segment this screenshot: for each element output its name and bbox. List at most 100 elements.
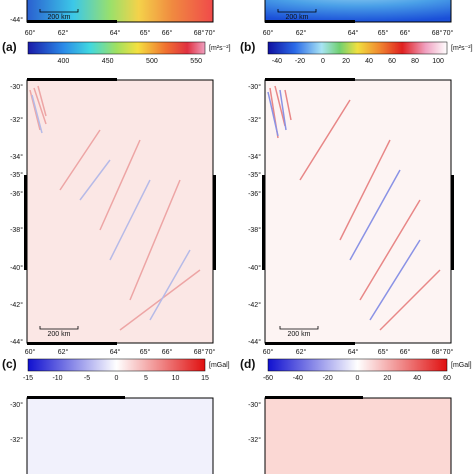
colorbar-tick-label: 40 — [365, 58, 373, 65]
x-tick-label: 66° — [400, 348, 411, 356]
map-c — [26, 79, 214, 344]
colorbar-tick-label: 20 — [342, 58, 350, 65]
colorbar-tick-label: -60 — [263, 375, 273, 382]
colorbar-tick-label: -5 — [84, 375, 90, 382]
y-tick-label: -44° — [10, 338, 23, 346]
x-tick-label: 60° — [25, 348, 36, 356]
colorbar — [267, 41, 448, 55]
colorbar-unit: [mGal] — [451, 362, 472, 369]
colorbar-tick-label: 0 — [356, 375, 360, 382]
panel-label: (d) — [240, 357, 255, 371]
y-tick-label: -36° — [248, 190, 261, 198]
y-tick-label: -30° — [248, 83, 261, 91]
y-tick-label: -44° — [248, 338, 261, 346]
y-tick-label: -35° — [248, 171, 261, 179]
x-tick-label: 68° — [432, 29, 443, 37]
y-tick-label: -36° — [10, 190, 23, 198]
y-tick-label: -30° — [10, 83, 23, 91]
x-tick-label: 62° — [58, 29, 69, 37]
colorbar-tick-label: 0 — [115, 375, 119, 382]
x-tick-label: 60° — [25, 29, 36, 37]
colorbar-tick-label: -10 — [52, 375, 62, 382]
y-tick-label: -42° — [10, 301, 23, 309]
x-tick-label: 62° — [296, 29, 307, 37]
x-tick-label: 60° — [263, 348, 274, 356]
x-tick-label: 62° — [296, 348, 307, 356]
colorbar — [267, 358, 448, 372]
y-tick-label: -32° — [10, 436, 23, 444]
map-texture — [29, 85, 441, 331]
colorbar-tick-label: 100 — [432, 58, 444, 65]
x-tick-label: 64° — [110, 348, 121, 356]
y-tick-label: -40° — [248, 264, 261, 272]
y-tick-label: -34° — [248, 153, 261, 161]
x-tick-label: 68° — [194, 29, 205, 37]
x-tick-label: 60° — [263, 29, 274, 37]
y-tick-label: -42° — [248, 301, 261, 309]
x-tick-label: 62° — [58, 348, 69, 356]
colorbar-tick-label: -40 — [272, 58, 282, 65]
scale-bar — [279, 326, 319, 330]
colorbar-tick-label: 550 — [190, 58, 202, 65]
colorbar-tick-label: -40 — [293, 375, 303, 382]
x-tick-label: 64° — [110, 29, 121, 37]
panel-label: (c) — [2, 357, 17, 371]
scale-bar-label: 200 km — [288, 331, 311, 338]
colorbar — [27, 358, 206, 372]
panel-label: (a) — [2, 40, 17, 54]
y-tick-label: -32° — [10, 116, 23, 124]
y-tick-label: -38° — [248, 226, 261, 234]
colorbar-unit: [m²s⁻²] — [209, 45, 231, 52]
x-tick-label: 65° — [378, 348, 389, 356]
x-tick-label: 66° — [400, 29, 411, 37]
y-tick-label: -30° — [10, 401, 23, 409]
colorbar-tick-label: 40 — [413, 375, 421, 382]
scale-bar-label: 200 km — [48, 331, 71, 338]
y-tick-label: -38° — [10, 226, 23, 234]
x-tick-label: 68° — [194, 348, 205, 356]
colorbar-tick-label: 5 — [144, 375, 148, 382]
colorbar-tick-label: -20 — [295, 58, 305, 65]
x-tick-label: 70° — [443, 348, 454, 356]
scale-bar-label: 200 km — [286, 14, 309, 21]
y-tick-label: -32° — [248, 436, 261, 444]
map-a — [26, 0, 214, 23]
colorbar-tick-label: 0 — [321, 58, 325, 65]
colorbar-tick-label: 15 — [201, 375, 209, 382]
colorbar-tick-label: 60 — [388, 58, 396, 65]
map-b — [264, 0, 452, 23]
colorbar-tick-label: 80 — [411, 58, 419, 65]
x-tick-label: 66° — [162, 29, 173, 37]
y-tick-label: -34° — [10, 153, 23, 161]
colorbar-tick-label: -15 — [23, 375, 33, 382]
colorbar-tick-label: 400 — [58, 58, 70, 65]
scale-bar — [277, 9, 317, 13]
x-tick-label: 65° — [140, 29, 151, 37]
map-d — [264, 79, 452, 344]
map-f — [264, 397, 452, 474]
colorbar-tick-label: 500 — [146, 58, 158, 65]
colorbar-tick-label: 10 — [172, 375, 180, 382]
y-tick-label: -35° — [10, 171, 23, 179]
x-tick-label: 64° — [348, 348, 359, 356]
map-e — [26, 397, 214, 474]
x-tick-label: 65° — [140, 348, 151, 356]
scale-bar-label: 200 km — [48, 14, 71, 21]
frame-bars — [24, 20, 454, 399]
x-tick-label: 70° — [205, 29, 216, 37]
y-tick-label: -32° — [248, 116, 261, 124]
x-tick-label: 70° — [443, 29, 454, 37]
x-tick-label: 65° — [378, 29, 389, 37]
colorbar-unit: [m²s⁻²] — [451, 45, 473, 52]
scale-bar — [39, 9, 79, 13]
y-tick-label: -44° — [10, 16, 23, 24]
panel-label: (b) — [240, 40, 255, 54]
scale-bar — [39, 326, 79, 330]
colorbar-tick-label: 60 — [443, 375, 451, 382]
x-tick-label: 70° — [205, 348, 216, 356]
x-tick-label: 68° — [432, 348, 443, 356]
x-tick-label: 64° — [348, 29, 359, 37]
colorbar — [27, 41, 206, 55]
y-tick-label: -30° — [248, 401, 261, 409]
